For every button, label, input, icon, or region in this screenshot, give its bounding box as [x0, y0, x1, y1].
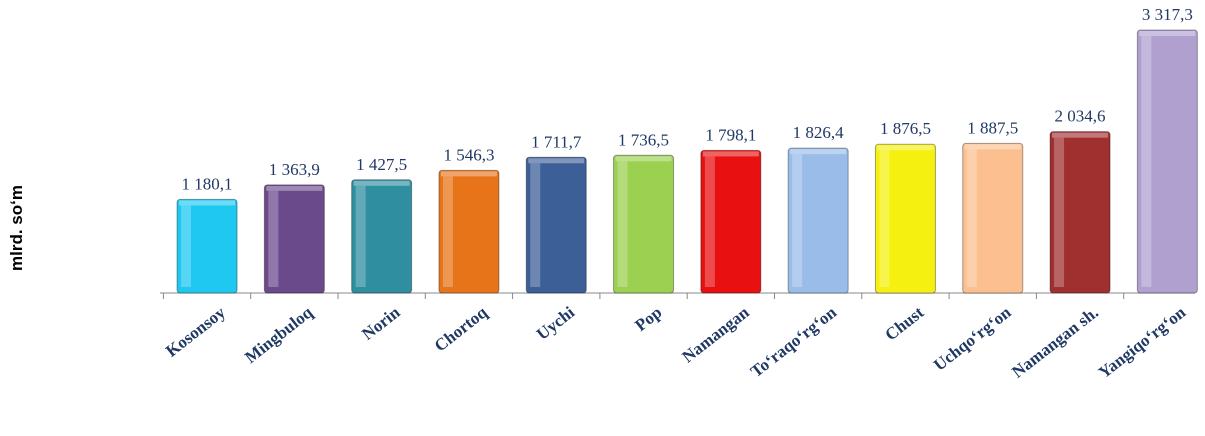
bar [263, 184, 325, 294]
x-tick-label: Yangiqo‘rg‘on [1095, 302, 1190, 382]
x-tick-label: Chust [881, 302, 927, 344]
y-axis-label: mlrd. so‘m [7, 185, 26, 271]
bar-highlight [442, 176, 453, 287]
x-tick-label: Kosonsoy [162, 302, 229, 360]
x-tick-label: Namangan [678, 302, 753, 366]
bar [438, 169, 500, 294]
data-label: 3 317,3 [1142, 5, 1193, 24]
data-label: 1 711,7 [531, 132, 582, 151]
bar-top [528, 158, 585, 164]
x-tick-label: Norin [358, 302, 404, 343]
bar-top [1139, 30, 1196, 36]
bar-top [702, 151, 759, 157]
bar-highlight [1141, 35, 1152, 287]
data-label: 1 798,1 [705, 125, 756, 144]
bar-highlight [355, 185, 366, 287]
data-label: 1 546,3 [443, 145, 494, 164]
x-tick-label: Mingbuloq [241, 302, 316, 367]
bar-highlight [181, 205, 192, 287]
bar-highlight [792, 154, 803, 287]
bar-highlight [1054, 137, 1065, 287]
bar-top [353, 180, 410, 186]
x-tick-label: Chortoq [431, 302, 492, 355]
data-label: 1 736,5 [618, 130, 669, 149]
bar [1136, 29, 1198, 294]
data-label: 1 363,9 [269, 160, 320, 179]
bar [351, 179, 413, 294]
bar [874, 143, 936, 294]
data-label: 1 876,5 [880, 119, 931, 138]
x-tick-label: Pop [631, 303, 665, 335]
x-tick-label: Uchqo‘rg‘on [930, 302, 1015, 374]
bar-highlight [530, 163, 541, 287]
bar-top [964, 144, 1021, 150]
bar-top [179, 200, 236, 206]
bar-top [877, 145, 934, 151]
data-label: 1 180,1 [182, 174, 233, 193]
bar-top [615, 156, 672, 162]
data-label: 2 034,6 [1055, 107, 1106, 126]
x-tick-label: To‘raqo‘rg‘on [747, 302, 840, 381]
bar [700, 149, 762, 294]
bar [525, 156, 587, 294]
bar-top [266, 185, 323, 191]
data-label: 1 427,5 [356, 155, 407, 174]
bar [787, 147, 849, 294]
data-label: 1 887,5 [967, 118, 1018, 137]
bar-top [440, 171, 497, 177]
bar-highlight [268, 190, 279, 287]
bar-highlight [617, 161, 628, 287]
bar-top [790, 149, 847, 155]
bar-top [1052, 132, 1109, 138]
bar [613, 154, 675, 294]
bar-highlight [879, 150, 890, 287]
bar [1049, 131, 1111, 294]
bar-highlight [704, 156, 715, 287]
data-label: 1 826,4 [793, 123, 845, 142]
x-tick-label: Namangan sh. [1008, 303, 1102, 382]
bar-highlight [966, 149, 977, 287]
bar [176, 198, 238, 294]
bar [962, 142, 1024, 294]
x-tick-label: Uychi [533, 302, 578, 343]
